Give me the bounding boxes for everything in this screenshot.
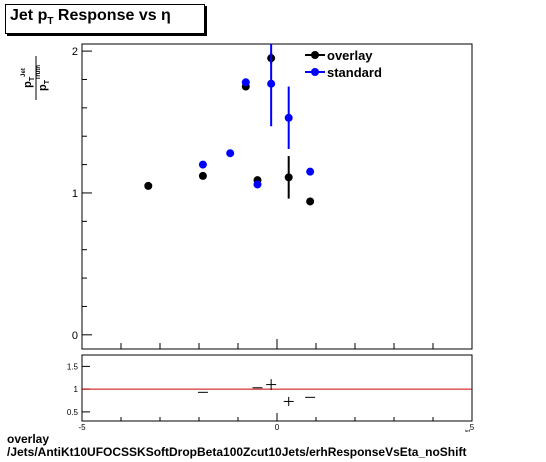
title-box (5, 4, 205, 34)
ratio-plot-frame (81, 354, 473, 422)
standard-data-point (241, 78, 250, 87)
overlay-data-point (284, 173, 293, 182)
ratio-y-tick-label: 0.5 (67, 408, 79, 417)
legend-standard-label: standard (327, 65, 382, 80)
overlay-data-point (144, 181, 153, 190)
main-y-tick-label: 1 (72, 188, 78, 200)
ratio-marks (197, 379, 316, 406)
standard-data-point (198, 160, 207, 169)
legend-overlay-label: overlay (327, 48, 373, 63)
svg-text:pTTruth: pTTruth (36, 65, 51, 91)
standard-data-point (284, 113, 293, 122)
ratio-x-tick-label: -5 (78, 423, 86, 432)
chart-title: Jet pT Response vs η (10, 7, 171, 28)
ratio-x-axis-label: ηjet (461, 429, 470, 432)
main-marks (144, 44, 315, 206)
legend: overlay standard (305, 48, 382, 80)
overlay-data-point (306, 197, 315, 206)
standard-data-point (306, 167, 315, 176)
standard-data-point (226, 149, 235, 158)
ratio-y-tick-label: 1.5 (67, 362, 79, 371)
main-axes: 0 1 2 (72, 46, 473, 349)
ratio-axes: 0.5 1 1.5 -5 0 5 (67, 362, 475, 432)
ratio-x-tick-label: 5 (470, 423, 475, 432)
chart-canvas: pTJet pTTruth 0 1 2 overlay standard 0.5 1 1… (21, 43, 475, 432)
footer-line-2: /Jets/AntiKt10UFOCSSKSoftDropBeta100Zcut… (7, 445, 467, 459)
legend-standard-marker (311, 68, 319, 76)
footer-line-1: overlay (7, 432, 50, 446)
y-axis-title: pTJet pTTruth (21, 56, 51, 100)
overlay-data-point (198, 171, 207, 180)
main-y-tick-label: 0 (72, 330, 78, 342)
ratio-x-tick-label: 0 (275, 423, 280, 432)
standard-data-point (267, 79, 276, 88)
ratio-y-tick-label: 1 (74, 385, 79, 394)
main-y-tick-label: 2 (72, 46, 78, 58)
standard-data-point (253, 180, 262, 189)
main-plot-frame (81, 43, 473, 350)
legend-overlay-marker (311, 51, 319, 59)
svg-text:pTJet: pTJet (21, 68, 36, 88)
